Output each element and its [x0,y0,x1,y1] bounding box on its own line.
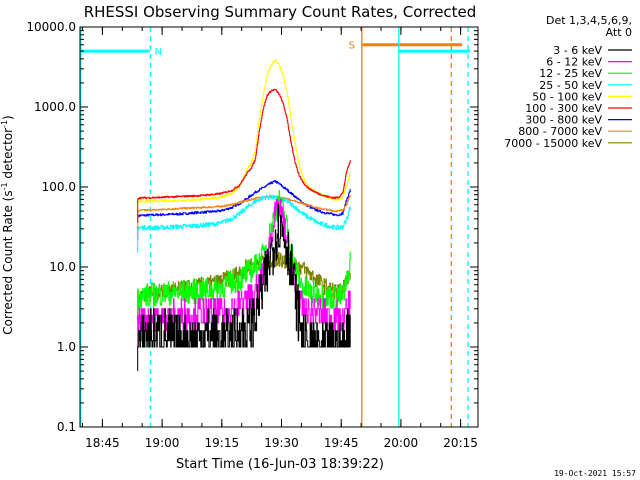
x-tick-label-6: 20:15 [443,436,478,450]
series-line-3 [137,194,351,253]
x-tick-label-2: 19:15 [205,436,240,450]
y-tick-label-3: 100.0 [42,180,76,194]
timestamp: 19-Oct-2021 15:57 [554,469,636,478]
chart-title: RHESSI Observing Summary Count Rates, Co… [84,3,477,21]
x-tick-label-3: 19:30 [264,436,299,450]
legend-label-6: 300 - 800 keV [525,114,602,127]
y-axis-label-suffix: detector [1,128,15,183]
series-line-1 [137,198,351,347]
x-tick-label-0: 18:45 [85,436,120,450]
x-tick-label-4: 19:45 [324,436,359,450]
legend-label-7: 800 - 7000 keV [518,125,602,138]
y-tick-label-2: 10.0 [49,260,76,274]
y-tick-label-5: 10000.0 [26,20,76,34]
x-tick-label-1: 19:00 [145,436,180,450]
legend-label-1: 6 - 12 keV [546,56,602,69]
axes-layer: 0.1 1.0 10.0 100.0 1000.0 10000.0 18:45 19:00 19… [26,20,479,450]
y-tick-label-4: 1000.0 [34,100,76,114]
svg-text:Corrected Count Rate (s-1 dete: Corrected Count Rate (s-1 detector-1) [0,115,15,334]
x-tick-label-5: 20:00 [384,436,419,450]
legend-label-8: 7000 - 15000 keV [504,137,602,150]
x-axis-label: Start Time (16-Jun-03 18:39:22) [176,457,384,472]
y-axis-label-sup: -1 [0,182,9,190]
y-axis-label-sup2: -1 [0,120,9,128]
y-axis-label-end: ) [1,115,15,120]
y-tick-label-1: 1.0 [57,340,76,354]
y-axis-label: Corrected Count Rate (s-1 detector-1) [0,115,15,334]
legend-header-0: Det 1,3,4,5,6,9, [546,14,632,27]
series-line-0 [137,203,351,372]
series-line-2 [137,190,351,323]
series-line-7 [137,195,351,236]
legend-label-3: 25 - 50 keV [539,79,602,92]
plot-frame [79,26,479,428]
legend-label-0: 3 - 6 keV [553,44,602,57]
legend-header-1: Att 0 [606,26,632,39]
annotation-label-2: S [349,41,355,52]
series-line-5 [137,88,351,223]
annotations-layer: NS [80,27,471,427]
legend-label-2: 12 - 25 keV [539,67,602,80]
y-tick-label-0: 0.1 [57,420,76,434]
legend-label-5: 100 - 300 keV [525,102,602,115]
annotation-label-0: N [155,47,162,58]
legend-label-4: 50 - 100 keV [532,90,602,103]
series-layer [137,59,351,372]
y-axis-label-prefix: Corrected Count Rate (s [1,190,15,334]
